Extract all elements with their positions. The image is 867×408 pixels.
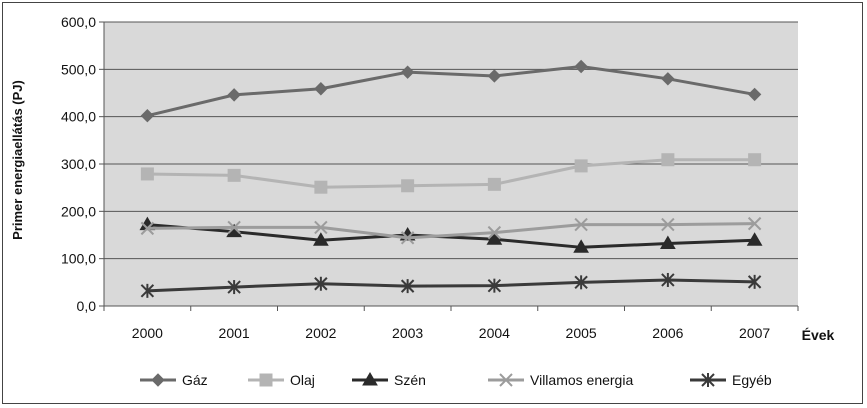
legend-label: Szén: [394, 372, 426, 388]
legend-marker: [362, 372, 378, 386]
series-line: [147, 222, 755, 240]
series-line: [147, 278, 755, 293]
legend-item: Szén: [352, 372, 426, 388]
data-point: [314, 82, 328, 96]
data-point: [487, 278, 502, 293]
x-tick-label: 2007: [739, 325, 770, 341]
x-tick-label: 2001: [219, 325, 250, 341]
legend: Gáz Olaj Szén Villamos energia Egyéb: [140, 372, 772, 388]
y-tick-label: 600,0: [61, 14, 96, 30]
data-point: [747, 274, 762, 289]
data-point: [314, 220, 328, 235]
data-point: [400, 65, 415, 79]
data-point: [661, 217, 675, 232]
y-tick-label: 0,0: [77, 298, 97, 314]
legend-marker: [259, 373, 273, 387]
series-line: [147, 158, 755, 189]
x-tick-label: 2002: [305, 325, 336, 341]
data-point: [400, 231, 415, 245]
x-tick-label: 2000: [132, 325, 163, 341]
data-point: [660, 235, 676, 250]
data-point: [400, 279, 415, 294]
data-point: [227, 88, 241, 102]
data-point: [747, 87, 762, 102]
data-point: [661, 72, 675, 86]
data-point: [574, 159, 588, 173]
legend-item: Olaj: [248, 372, 315, 388]
x-tick-label: 2005: [566, 325, 597, 341]
legend-label: Egyéb: [732, 372, 772, 388]
x-tick-label: 2004: [479, 325, 510, 341]
data-point: [227, 280, 241, 295]
legend-label: Gáz: [182, 372, 208, 388]
data-point: [574, 217, 588, 232]
plot-area: 0,0 100,0 200,0 300,0 400,0 500,0 600,0 2000 200…: [61, 14, 799, 341]
legend-marker: [151, 373, 165, 387]
data-point: [314, 276, 328, 291]
data-point: [313, 232, 329, 246]
data-point: [487, 177, 501, 191]
x-tick-label: 2006: [652, 325, 683, 341]
legend-item: Egyéb: [690, 372, 772, 388]
data-point: [574, 275, 588, 290]
x-tick-label: 2003: [392, 325, 423, 341]
data-point: [748, 153, 762, 167]
data-point: [574, 59, 588, 74]
legend-label: Villamos energia: [530, 372, 633, 388]
data-point: [487, 69, 502, 83]
data-point: [746, 232, 763, 246]
y-axis-label: Primer energiaellátás (PJ): [10, 80, 25, 240]
data-point: [140, 221, 155, 236]
data-point: [140, 109, 155, 123]
data-point: [661, 272, 675, 287]
y-tick-label: 200,0: [61, 203, 96, 219]
legend-marker: [499, 373, 513, 387]
data-point: [227, 220, 241, 235]
data-point: [661, 153, 675, 167]
data-point: [140, 167, 154, 181]
data-point: [401, 179, 415, 193]
data-point: [227, 168, 241, 182]
data-point: [487, 225, 502, 240]
legend-item: Gáz: [140, 372, 208, 388]
series-line: [147, 223, 755, 249]
data-point: [140, 283, 155, 298]
y-tick-label: 100,0: [61, 251, 96, 267]
legend-marker: [701, 373, 715, 387]
y-tick-label: 400,0: [61, 109, 96, 125]
legend-item: Villamos energia: [488, 372, 633, 388]
data-point: [573, 239, 589, 253]
y-tick-label: 500,0: [61, 61, 96, 77]
data-point: [314, 180, 328, 194]
y-tick-label: 300,0: [61, 156, 96, 172]
data-point: [747, 216, 762, 231]
x-axis-name: Évek: [802, 327, 835, 343]
data-point: [486, 231, 503, 245]
legend-label: Olaj: [290, 372, 315, 388]
series-line: [147, 64, 755, 118]
